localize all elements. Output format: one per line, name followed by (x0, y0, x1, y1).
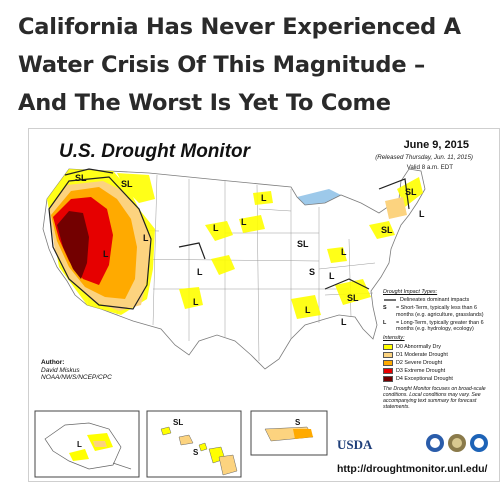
impact-label-l: L (197, 267, 203, 277)
legend-intensity-row: D2 Severe Drought (383, 360, 493, 367)
pr-label-s: S (295, 418, 301, 427)
impact-label-l: L (341, 317, 347, 327)
author-name: David Miskus (41, 366, 80, 374)
legend-delineates-text: Delineates dominant impacts (400, 297, 470, 304)
legend-intensity-row: D4 Exceptional Drought (383, 376, 493, 383)
impact-label-l: L (261, 193, 267, 203)
headline-line-2: Water Crisis Of This Magnitude – (18, 52, 426, 78)
legend-long-term-text: = Long-Term, typically greater than 6 mo… (396, 319, 484, 333)
impact-label-l: L (193, 297, 199, 307)
legend-intensity-heading: Intensity: (383, 335, 405, 342)
map-valid-time: Valid 8 a.m. EDT (406, 164, 453, 171)
legend-intensity-label: D2 Severe Drought (396, 359, 443, 366)
impact-line-icon (384, 299, 396, 302)
logo-bar: USDA (337, 435, 487, 461)
legend-impact-heading: Drought Impact Types: (383, 289, 438, 295)
hawaii-inset-map: SL S (146, 410, 242, 478)
alaska-inset-map: L (34, 410, 140, 478)
legend-swatch (383, 344, 393, 351)
legend-delineates-row: Delineates dominant impacts (383, 297, 493, 303)
map-title: U.S. Drought Monitor (59, 141, 251, 162)
impact-label-sl: SL (347, 293, 359, 303)
impact-label-l: L (341, 247, 347, 257)
legend-swatch (383, 368, 393, 375)
legend-intensity-row: D1 Moderate Drought (383, 352, 493, 359)
usda-logo: USDA (337, 437, 373, 452)
impact-label-l: L (419, 209, 425, 219)
author-block: Author: David Miskus NOAA/NWS/NCEP/CPC (41, 359, 112, 382)
drought-monitor-map: SL SL L L L L L SL SL SL S L SL L L L L … (28, 128, 500, 482)
impact-label-l: L (329, 271, 335, 281)
impact-label-sl: SL (405, 187, 417, 197)
us-drought-map-graphic: SL SL L L L L L SL SL SL S L SL L L L L … (34, 168, 488, 478)
hawaii-label-s: S (193, 448, 199, 457)
impact-label-s: S (309, 267, 315, 277)
legend-note: The Drought Monitor focuses on broad-sca… (383, 386, 486, 411)
headline-line-1: California Has Never Experienced A (18, 14, 461, 40)
puerto-rico-inset-map: S (250, 410, 328, 456)
legend-short-symbol: S (383, 305, 387, 312)
legend-long-term-row: L = Long-Term, typically greater than 6 … (383, 320, 493, 333)
map-legend: Drought Impact Types: Delineates dominan… (383, 289, 493, 410)
alaska-label-l: L (77, 440, 82, 449)
impact-labels: SL SL L L L L L SL SL SL S L SL L L L L … (75, 173, 425, 327)
legend-intensity-label: D1 Moderate Drought (396, 351, 448, 358)
legend-long-symbol: L (383, 319, 387, 326)
hawaii-label-sl: SL (173, 418, 183, 427)
legend-intensity-row: D3 Extreme Drought (383, 368, 493, 375)
legend-swatch (383, 376, 393, 383)
author-org: NOAA/NWS/NCEP/CPC (41, 374, 112, 381)
article-headline: California Has Never Experienced A Water… (18, 8, 498, 122)
legend-short-term-text: = Short-Term, typically less than 6 mont… (396, 305, 484, 318)
d4-areas (57, 211, 89, 279)
legend-short-term-row: S = Short-Term, typically less than 6 mo… (383, 305, 493, 318)
impact-label-sl: SL (297, 239, 309, 249)
impact-label-sl: SL (75, 173, 87, 183)
legend-intensity-label: D3 Extreme Drought (396, 367, 446, 374)
impact-label-l: L (103, 249, 109, 259)
legend-swatch (383, 352, 393, 359)
legend-intensity-label: D0 Abnormally Dry (396, 343, 441, 350)
impact-label-sl: SL (121, 179, 133, 189)
impact-label-l: L (305, 305, 311, 315)
impact-label-sl: SL (381, 225, 393, 235)
impact-label-l: L (241, 217, 247, 227)
impact-lines (48, 168, 410, 310)
legend-swatch (383, 360, 393, 367)
legend-intensity-list: D0 Abnormally Dry D1 Moderate Drought D2 S… (383, 344, 493, 383)
legend-intensity-label: D4 Exceptional Drought (396, 375, 453, 382)
impact-label-l: L (213, 223, 219, 233)
headline-line-3: And The Worst Is Yet To Come (18, 90, 391, 116)
legend-intensity-row: D0 Abnormally Dry (383, 344, 493, 351)
impact-label-l: L (143, 233, 149, 243)
map-released-date: (Released Thursday, Jun. 11, 2015) (375, 154, 473, 161)
map-date: June 9, 2015 (403, 139, 469, 151)
agency-logos (426, 434, 488, 452)
drought-monitor-url[interactable]: http://droughtmonitor.unl.edu/ (337, 463, 488, 475)
author-label: Author: (41, 359, 65, 366)
